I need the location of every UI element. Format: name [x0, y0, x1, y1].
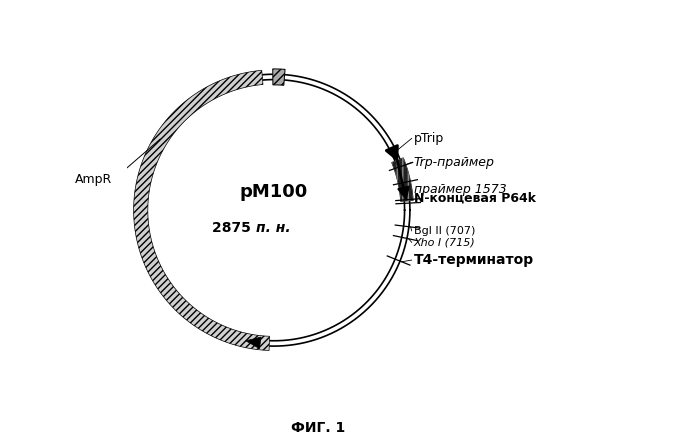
Text: Xho I (715): Xho I (715)	[414, 237, 475, 247]
Text: AmpR: AmpR	[75, 173, 112, 186]
Text: pTrip: pTrip	[414, 132, 444, 145]
Polygon shape	[246, 337, 261, 349]
Text: Т4-терминатор: Т4-терминатор	[414, 253, 534, 267]
Text: Bgl II (707): Bgl II (707)	[414, 226, 475, 236]
Text: Trp-праймер: Trp-праймер	[414, 156, 495, 169]
Text: п. н.: п. н.	[257, 221, 291, 235]
Text: праймер 1573: праймер 1573	[414, 182, 507, 196]
Polygon shape	[134, 70, 270, 350]
Polygon shape	[391, 158, 413, 201]
Text: N-концевая P64k: N-концевая P64k	[414, 192, 536, 205]
Text: pM100: pM100	[240, 183, 308, 202]
Polygon shape	[273, 69, 285, 85]
Text: 2875: 2875	[212, 221, 257, 235]
Text: ФИГ. 1: ФИГ. 1	[291, 421, 345, 435]
